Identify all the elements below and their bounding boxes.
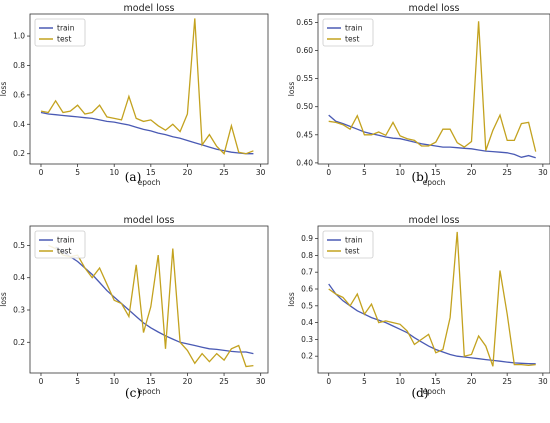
y-tick-label: 0.4 — [13, 273, 25, 282]
panel-label: (d) — [411, 386, 428, 400]
x-tick-label: 30 — [538, 168, 548, 177]
x-tick-label: 5 — [75, 168, 80, 177]
x-tick-label: 15 — [146, 168, 156, 177]
y-tick-label: 0.2 — [301, 352, 313, 361]
x-tick-label: 20 — [183, 168, 193, 177]
y-axis-label: loss — [287, 82, 296, 97]
x-tick-label: 5 — [362, 168, 367, 177]
x-tick-label: 15 — [431, 168, 441, 177]
x-tick-label: 30 — [256, 377, 266, 386]
plot-frame — [317, 13, 550, 165]
y-tick-label: 0.3 — [13, 306, 25, 315]
x-axis-label: epoch — [423, 178, 446, 187]
y-tick-label: 1.0 — [13, 32, 25, 41]
series-line-train — [328, 283, 536, 365]
x-axis-label: epoch — [138, 178, 161, 187]
y-tick-label: 0.7 — [301, 268, 313, 277]
legend-label-test: test — [345, 247, 359, 256]
y-tick-label: 0.65 — [296, 18, 313, 27]
legend-label-test: test — [345, 35, 359, 44]
legend-label-train: train — [57, 24, 75, 33]
plot-frame — [317, 225, 550, 374]
series-line-train — [40, 111, 254, 155]
x-tick-label: 30 — [538, 377, 548, 386]
x-tick-label: 15 — [146, 377, 156, 386]
x-tick-label: 5 — [362, 377, 367, 386]
x-tick-label: 10 — [109, 168, 119, 177]
y-tick-label: 0.4 — [13, 120, 25, 129]
plot-frame — [29, 13, 269, 165]
x-tick-label: 25 — [219, 377, 229, 386]
x-tick-label: 0 — [326, 168, 331, 177]
x-axis-label: epoch — [138, 387, 161, 396]
chart-panel-4: model loss 0 5 10 15 20 25 30 0.2 0.3 0.4 0.5 0.6 0.7… — [287, 215, 550, 400]
chart-panel-1: model loss 0 5 10 15 20 25 30 0.2 0.4 0.6 0.8 1.0 epo… — [0, 3, 269, 187]
y-tick-label: 0.50 — [296, 102, 313, 111]
x-tick-label: 25 — [502, 168, 512, 177]
plot-frame — [29, 225, 269, 374]
legend-label-train: train — [57, 236, 75, 245]
y-axis-label: loss — [287, 292, 296, 307]
y-tick-label: 0.2 — [13, 149, 25, 158]
x-tick-label: 0 — [326, 377, 331, 386]
x-tick-label: 10 — [395, 377, 405, 386]
y-tick-label: 0.45 — [296, 130, 313, 139]
x-tick-label: 0 — [39, 168, 44, 177]
y-tick-label: 0.8 — [13, 61, 25, 70]
x-axis-label: epoch — [423, 387, 446, 396]
x-tick-label: 5 — [75, 377, 80, 386]
panel-label: (c) — [125, 386, 141, 400]
chart-panel-2: model loss 0 5 10 15 20 25 30 0.40 0.45 0.50 0.55 0.… — [287, 3, 550, 187]
y-axis-label: loss — [0, 292, 8, 307]
y-tick-label: 0.9 — [301, 234, 313, 243]
x-tick-label: 10 — [109, 377, 119, 386]
y-tick-label: 0.5 — [13, 241, 25, 250]
chart-title: model loss — [124, 215, 175, 226]
x-tick-label: 0 — [39, 377, 44, 386]
legend-label-test: test — [57, 247, 71, 256]
series-line-test — [328, 21, 537, 152]
y-tick-label: 0.4 — [301, 318, 313, 327]
chart-title: model loss — [124, 3, 175, 14]
legend-label-train: train — [345, 236, 363, 245]
y-tick-label: 0.5 — [301, 301, 313, 310]
y-tick-label: 0.55 — [296, 74, 313, 83]
x-tick-label: 20 — [467, 377, 477, 386]
chart-title: model loss — [409, 215, 460, 226]
y-tick-label: 0.40 — [296, 158, 313, 167]
y-tick-label: 0.6 — [13, 90, 25, 99]
series-line-test — [328, 231, 536, 367]
x-tick-label: 25 — [219, 168, 229, 177]
chart-title: model loss — [409, 3, 460, 14]
legend-label-train: train — [345, 24, 363, 33]
panel-label: (b) — [411, 170, 428, 184]
y-tick-label: 0.2 — [13, 338, 25, 347]
y-tick-label: 0.3 — [301, 335, 313, 344]
series-line-test — [40, 18, 254, 155]
x-tick-label: 20 — [467, 168, 477, 177]
y-tick-label: 0.6 — [301, 285, 313, 294]
y-tick-label: 0.8 — [301, 251, 313, 260]
x-tick-label: 30 — [256, 168, 266, 177]
x-tick-label: 10 — [395, 168, 405, 177]
y-axis-label: loss — [0, 82, 8, 97]
series-line-train — [55, 246, 254, 355]
chart-panel-3: model loss 0 5 10 15 20 25 30 0.2 0.3 0.4 0.5 epoch l… — [0, 215, 269, 400]
series-line-test — [48, 244, 254, 368]
x-tick-label: 25 — [502, 377, 512, 386]
x-tick-label: 15 — [431, 377, 441, 386]
x-tick-label: 20 — [183, 377, 193, 386]
panel-label: (a) — [125, 170, 142, 184]
legend-label-test: test — [57, 35, 71, 44]
y-tick-label: 0.60 — [296, 46, 313, 55]
